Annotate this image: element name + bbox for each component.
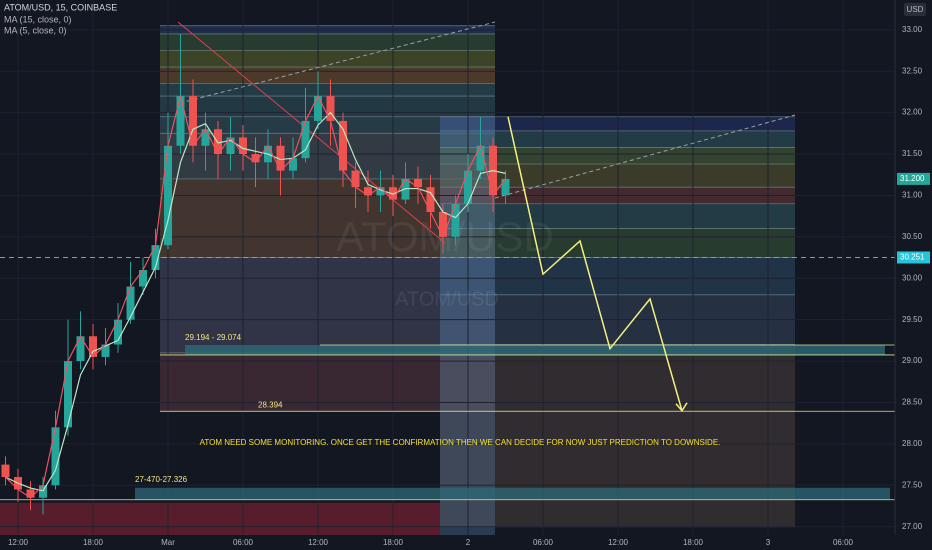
candle-body — [164, 145, 172, 246]
price-badge — [897, 172, 930, 185]
y-tick-label: 32.50 — [902, 66, 923, 75]
candle-body — [239, 137, 247, 155]
candle-body — [89, 336, 97, 357]
candle-body — [326, 96, 335, 121]
x-tick-label: 12:00 — [8, 538, 29, 547]
candle-body — [251, 154, 260, 163]
candle-body — [64, 361, 72, 428]
price-axis — [895, 0, 932, 550]
fib-zone — [160, 116, 495, 134]
candle-body — [401, 178, 410, 200]
x-tick-label: 3 — [766, 538, 771, 547]
candle-body — [289, 158, 297, 171]
y-tick-label: 28.50 — [902, 398, 923, 407]
y-tick-label: 27.00 — [902, 522, 923, 531]
x-tick-label: 06:00 — [533, 538, 554, 547]
candle-body — [189, 96, 197, 146]
candle-body — [76, 336, 85, 362]
price-badge — [897, 251, 930, 264]
fib-zone — [160, 33, 495, 51]
price-badge-label: 31.200 — [900, 174, 925, 183]
y-tick-label: 29.00 — [902, 356, 923, 365]
fib-zone — [160, 83, 495, 97]
candle-body — [389, 187, 397, 200]
fib-zone — [160, 352, 495, 412]
x-tick-label: 12:00 — [308, 538, 329, 547]
lower-zone — [135, 487, 890, 500]
candle-body — [139, 269, 147, 287]
x-tick-label: 18:00 — [83, 538, 104, 547]
trend-line — [494, 114, 796, 199]
candle-body — [501, 178, 510, 196]
candle-body — [1, 464, 10, 478]
trend-line — [179, 21, 496, 104]
y-tick-label: 28.00 — [902, 439, 923, 448]
x-tick-label: 18:00 — [683, 538, 704, 547]
x-tick-label: 12:00 — [608, 538, 629, 547]
indicator: MA (5, close, 0) — [4, 25, 67, 35]
red-zone — [0, 502, 440, 535]
candle-body — [114, 319, 122, 345]
x-tick-label: 18:00 — [383, 538, 404, 547]
target-label: 28.394 — [258, 400, 283, 409]
candle-body — [201, 129, 210, 146]
fib-zone — [160, 50, 495, 68]
x-tick-label: Mar — [161, 538, 175, 547]
candle-body — [314, 96, 322, 121]
currency: USD — [907, 5, 924, 14]
indicator: MA (15, close, 0) — [4, 14, 72, 24]
y-tick-label: 27.50 — [902, 480, 923, 489]
prediction-path — [507, 116, 683, 411]
trend-line — [177, 21, 446, 244]
fib-zone — [160, 67, 495, 84]
candle-body — [214, 129, 222, 155]
arrow-head — [675, 402, 688, 413]
candle-body — [276, 145, 285, 171]
y-tick-label: 30.50 — [902, 232, 923, 241]
zone-label: 29.194 - 29.074 — [185, 333, 242, 342]
candle-body — [226, 137, 235, 155]
candle-body — [464, 170, 472, 204]
y-tick-label: 33.00 — [902, 25, 923, 34]
y-tick-label: 31.00 — [902, 191, 923, 200]
x-tick-label: 2 — [466, 538, 471, 547]
symbol-title: ATOM/USD, 15, COINBASE — [4, 2, 117, 12]
candle-body — [376, 187, 385, 196]
y-tick-label: 31.50 — [902, 149, 923, 158]
candle-body — [176, 96, 185, 146]
annotation: ATOM NEED SOME MONITORING. ONCE GET THE … — [200, 438, 721, 447]
candle-body — [301, 120, 310, 159]
zone-label: 27-470-27.326 — [135, 475, 188, 484]
candle-body — [439, 212, 447, 237]
candle-body — [26, 489, 35, 498]
candle-body — [339, 120, 347, 171]
candle-body — [451, 203, 460, 237]
y-tick-label: 30.00 — [902, 273, 923, 282]
candle-body — [126, 286, 135, 320]
candle-body — [426, 187, 435, 213]
candle-body — [476, 145, 485, 171]
candle-body — [151, 245, 160, 270]
watermark: ATOM/USD — [395, 288, 499, 310]
price-badge-label: 30.251 — [900, 253, 925, 262]
support-zone — [185, 345, 885, 355]
candle-body — [414, 178, 422, 188]
y-tick-label: 29.50 — [902, 315, 923, 324]
fib-zone — [160, 257, 495, 353]
ma-line — [5, 111, 506, 492]
candle-body — [51, 427, 60, 486]
candle-body — [364, 187, 372, 196]
x-tick-label: 06:00 — [833, 538, 854, 547]
ma-line — [5, 94, 506, 499]
y-tick-label: 32.00 — [902, 108, 923, 117]
currency-badge — [904, 3, 926, 16]
x-tick-label: 06:00 — [233, 538, 254, 547]
candle-body — [351, 170, 360, 188]
candle-body — [101, 344, 110, 357]
candle-body — [39, 485, 47, 498]
